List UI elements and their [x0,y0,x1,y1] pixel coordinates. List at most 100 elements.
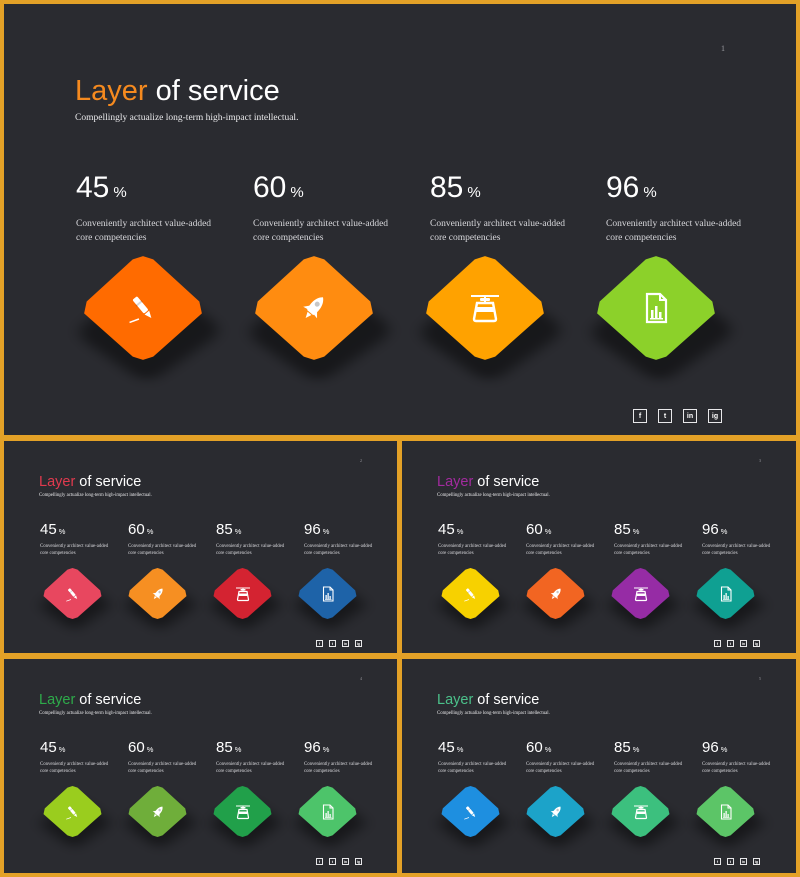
pen-icon [127,292,159,324]
stat-item: 45% Conveniently architect value-added co… [438,521,510,557]
stat-unit: % [234,745,242,754]
stat-item: 60% Conveniently architect value-added co… [526,739,598,775]
stat-item: 96% Conveniently architect value-added co… [702,739,774,775]
slide-3: 3 Layer of service Compellingly actualiz… [402,441,796,653]
service-tile[interactable] [435,567,512,632]
stat-value: 60% [253,170,393,211]
facebook-icon[interactable]: f [714,858,721,865]
linkedin-icon[interactable]: in [342,640,349,647]
cable-car-icon [235,586,251,602]
slide-title: Layer of service [437,474,539,490]
linkedin-icon[interactable]: in [740,640,747,647]
stat-unit: % [643,184,657,201]
service-tile[interactable] [414,254,568,386]
slide-subtitle: Compellingly actualize long-term high-im… [75,113,299,123]
page-number: 3 [759,458,761,463]
stat-description: Conveniently architect value-added core … [606,219,742,243]
stat-item: 85% Conveniently architect value-added co… [430,170,570,245]
chart-document-icon [320,803,336,820]
stat-unit: % [290,184,304,201]
stat-value: 45% [438,739,510,759]
cable-car-icon [633,804,649,820]
service-tile[interactable] [690,785,767,850]
service-tile[interactable] [690,567,767,632]
linkedin-icon[interactable]: in [683,409,697,423]
instagram-icon[interactable]: ig [753,858,760,865]
stat-description: Conveniently architect value-added core … [614,762,683,774]
stat-item: 96% Conveniently architect value-added co… [304,739,376,775]
linkedin-icon[interactable]: in [342,858,349,865]
stat-description: Conveniently architect value-added core … [216,544,285,556]
facebook-icon[interactable]: f [316,640,323,647]
cable-car-icon [469,292,501,324]
stat-unit: % [58,527,66,536]
social-links: f t in ig [714,640,766,647]
service-tile[interactable] [122,785,199,850]
pen-icon [65,586,81,602]
stat-number: 85 [614,521,631,538]
service-tile[interactable] [122,567,199,632]
twitter-icon[interactable]: t [658,409,672,423]
social-links: f t in ig [316,640,368,647]
stat-value: 96% [606,170,746,211]
stat-unit: % [720,745,728,754]
stat-unit: % [322,527,330,536]
linkedin-icon[interactable]: in [740,858,747,865]
service-tile[interactable] [520,567,597,632]
rocket-icon [298,292,330,324]
stat-item: 85% Conveniently architect value-added co… [216,739,288,775]
service-tile[interactable] [37,785,114,850]
title-accent: Layer [75,75,148,107]
stat-value: 60% [128,739,200,759]
service-tile[interactable] [292,785,369,850]
stat-item: 96% Conveniently architect value-added co… [304,521,376,557]
service-tile[interactable] [207,567,284,632]
stat-number: 85 [216,739,233,756]
instagram-icon[interactable]: ig [355,640,362,647]
service-tile[interactable] [435,785,512,850]
service-tile[interactable] [37,567,114,632]
stat-number: 60 [526,739,543,756]
stat-description: Conveniently architect value-added core … [216,762,285,774]
instagram-icon[interactable]: ig [355,858,362,865]
stat-value: 60% [526,739,598,759]
stat-description: Conveniently architect value-added core … [526,762,595,774]
stat-item: 45% Conveniently architect value-added co… [40,521,112,557]
twitter-icon[interactable]: t [329,640,336,647]
service-tile[interactable] [292,567,369,632]
service-tile[interactable] [520,785,597,850]
service-tile[interactable] [605,785,682,850]
service-tile[interactable] [605,567,682,632]
stat-item: 60% Conveniently architect value-added co… [526,521,598,557]
twitter-icon[interactable]: t [727,858,734,865]
stat-item: 96% Conveniently architect value-added co… [702,521,774,557]
stat-number: 60 [253,171,287,204]
slide-title: Layer of service [437,692,539,708]
stat-value: 45% [40,739,112,759]
twitter-icon[interactable]: t [329,858,336,865]
stat-value: 96% [702,739,774,759]
service-tile[interactable] [585,254,739,386]
chart-document-icon [718,803,734,820]
stat-number: 96 [702,521,719,538]
stat-description: Conveniently architect value-added core … [128,544,197,556]
twitter-icon[interactable]: t [727,640,734,647]
service-tile[interactable] [207,785,284,850]
service-tile[interactable] [72,254,226,386]
service-tile[interactable] [243,254,397,386]
slide-subtitle: Compellingly actualize long-term high-im… [39,493,152,498]
stat-number: 96 [702,739,719,756]
stat-number: 85 [430,171,464,204]
slide-title: Layer of service [39,692,141,708]
facebook-icon[interactable]: f [316,858,323,865]
instagram-icon[interactable]: ig [708,409,722,423]
stat-description: Conveniently architect value-added core … [702,762,771,774]
facebook-icon[interactable]: f [633,409,647,423]
stat-value: 60% [128,521,200,541]
instagram-icon[interactable]: ig [753,640,760,647]
stat-unit: % [113,184,127,201]
facebook-icon[interactable]: f [714,640,721,647]
stat-description: Conveniently architect value-added core … [76,219,212,243]
stat-number: 45 [438,739,455,756]
stat-description: Conveniently architect value-added core … [614,544,683,556]
